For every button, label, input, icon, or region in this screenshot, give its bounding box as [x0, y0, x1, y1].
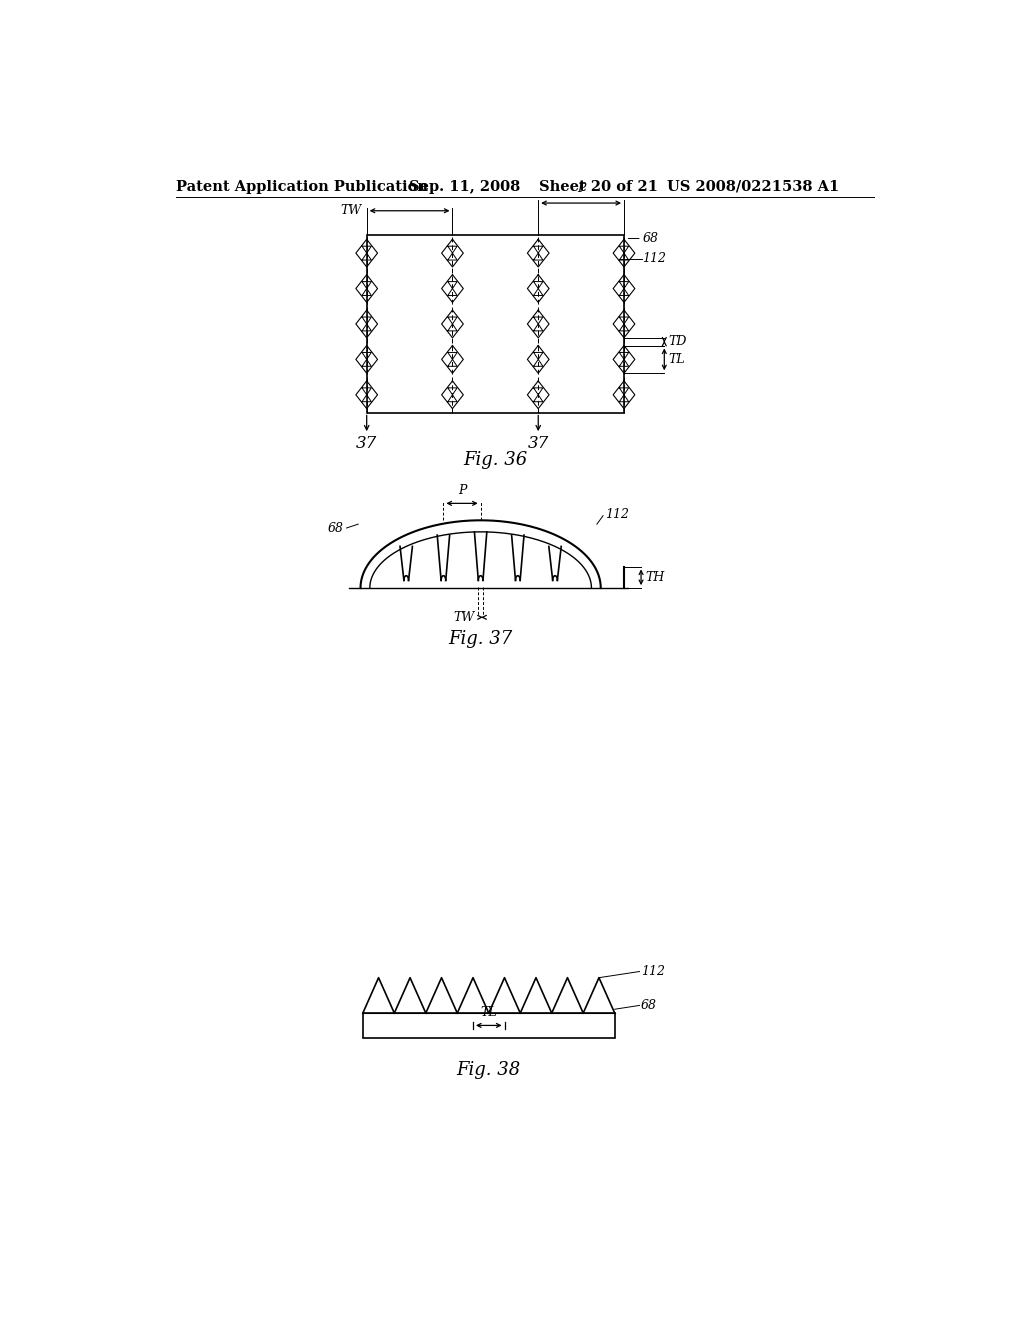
Text: US 2008/0221538 A1: US 2008/0221538 A1: [667, 180, 839, 194]
Text: 112: 112: [643, 252, 667, 265]
Text: 112: 112: [604, 508, 629, 520]
Text: TD: TD: [669, 335, 686, 348]
Text: TL: TL: [669, 352, 685, 366]
Text: Sep. 11, 2008: Sep. 11, 2008: [409, 180, 520, 194]
Text: P: P: [458, 484, 466, 498]
Text: 112: 112: [641, 965, 665, 978]
Text: Sheet 20 of 21: Sheet 20 of 21: [539, 180, 657, 194]
Text: 68: 68: [643, 232, 658, 246]
Text: 68: 68: [641, 999, 657, 1012]
Text: 68: 68: [328, 521, 343, 535]
Text: 37: 37: [527, 434, 549, 451]
Bar: [367, 235, 624, 412]
Text: TW: TW: [454, 611, 474, 624]
Text: TW: TW: [341, 205, 362, 218]
Text: 37: 37: [356, 434, 377, 451]
Text: Fig. 37: Fig. 37: [449, 630, 513, 648]
Text: Fig. 38: Fig. 38: [457, 1061, 521, 1078]
Text: Patent Application Publication: Patent Application Publication: [176, 180, 428, 194]
Text: Fig. 36: Fig. 36: [463, 451, 527, 469]
Text: TH: TH: [645, 570, 665, 583]
Text: P: P: [577, 182, 586, 195]
Text: TL: TL: [480, 1006, 497, 1019]
Bar: [362, 1014, 614, 1038]
